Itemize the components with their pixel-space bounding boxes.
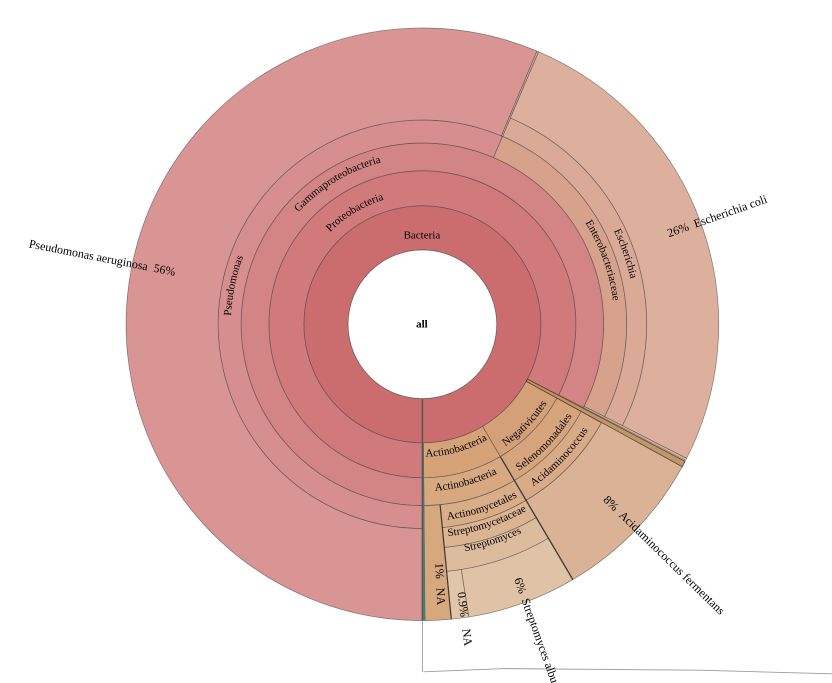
svg-text:1% NA: 1% NA (432, 562, 448, 605)
svg-text:Bacteria: Bacteria (404, 230, 441, 242)
svg-text:all: all (416, 318, 428, 330)
